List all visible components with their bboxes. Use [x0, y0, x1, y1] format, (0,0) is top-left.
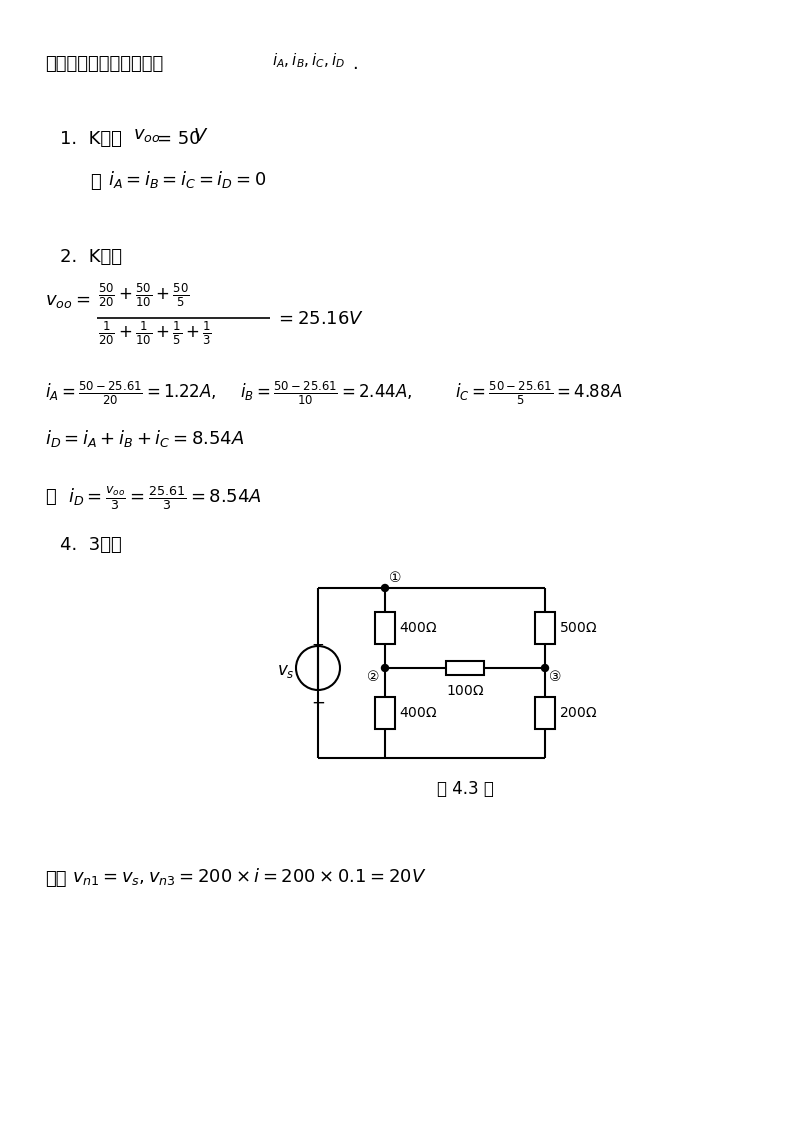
- Circle shape: [382, 664, 389, 671]
- Text: $400\Omega$: $400\Omega$: [399, 706, 438, 720]
- Text: $500\Omega$: $500\Omega$: [559, 621, 598, 635]
- Text: $i_D=i_A+i_B+i_C=8.54A$: $i_D=i_A+i_B+i_C=8.54A$: [45, 428, 244, 449]
- Text: $i_A=\frac{50-25.61}{20}=1.22A,$: $i_A=\frac{50-25.61}{20}=1.22A,$: [45, 380, 217, 408]
- Text: ①: ①: [389, 571, 402, 585]
- Bar: [375, 612, 395, 644]
- Text: −: −: [311, 694, 325, 712]
- Text: $100\Omega$: $100\Omega$: [446, 684, 484, 698]
- Text: $400\Omega$: $400\Omega$: [399, 621, 438, 635]
- Text: +: +: [312, 638, 324, 653]
- Text: $v_{n1}=v_s,v_{n3}=200\times i=200\times 0.1=20V$: $v_{n1}=v_s,v_{n3}=200\times i=200\times…: [72, 866, 426, 887]
- Text: 4.  3解：: 4. 3解：: [60, 535, 122, 554]
- Text: $i_A=i_B=i_C=i_D=0$: $i_A=i_B=i_C=i_D=0$: [108, 169, 266, 190]
- Bar: [446, 661, 484, 675]
- Bar: [535, 612, 555, 644]
- Text: $V$: $V$: [193, 127, 208, 145]
- Text: $i_C=\frac{50-25.61}{5}=4.88A$: $i_C=\frac{50-25.61}{5}=4.88A$: [455, 380, 622, 408]
- Text: $i_D=\frac{v_{oo}}{3}=\frac{25.61}{3}=8.54A$: $i_D=\frac{v_{oo}}{3}=\frac{25.61}{3}=8.…: [68, 484, 262, 512]
- Text: 题 4.3 图: 题 4.3 图: [437, 780, 494, 798]
- Text: $\frac{1}{20}+\frac{1}{10}+\frac{1}{5}+\frac{1}{3}$: $\frac{1}{20}+\frac{1}{10}+\frac{1}{5}+\…: [98, 320, 212, 348]
- Bar: [535, 697, 555, 729]
- Circle shape: [542, 664, 549, 671]
- Text: $v_{oo}=$: $v_{oo}=$: [45, 292, 90, 310]
- Bar: [375, 697, 395, 729]
- Text: $v_{oo}$: $v_{oo}$: [133, 126, 161, 144]
- Text: 用节点分析法求支路电流: 用节点分析法求支路电流: [45, 55, 163, 72]
- Text: $=25.16V$: $=25.16V$: [275, 310, 364, 328]
- Text: $i_B=\frac{50-25.61}{10}=2.44A,$: $i_B=\frac{50-25.61}{10}=2.44A,$: [240, 380, 413, 408]
- Text: .: .: [352, 55, 358, 72]
- Circle shape: [382, 584, 389, 592]
- Text: $200\Omega$: $200\Omega$: [559, 706, 598, 720]
- Text: 则: 则: [90, 173, 101, 191]
- Text: $\frac{50}{20}+\frac{50}{10}+\frac{50}{5}$: $\frac{50}{20}+\frac{50}{10}+\frac{50}{5…: [98, 282, 190, 309]
- Circle shape: [296, 646, 340, 691]
- Text: ②: ②: [366, 670, 379, 684]
- Text: 2.  K闭合: 2. K闭合: [60, 248, 122, 266]
- Text: $i_A,i_B,i_C,i_D$: $i_A,i_B,i_C,i_D$: [272, 51, 346, 70]
- Text: 或: 或: [45, 488, 56, 506]
- Text: ③: ③: [549, 670, 562, 684]
- Text: = 50: = 50: [157, 130, 201, 148]
- Text: $v_s$: $v_s$: [277, 662, 295, 680]
- Text: 已知: 已知: [45, 871, 66, 887]
- Text: 1.  K打开: 1. K打开: [60, 130, 122, 148]
